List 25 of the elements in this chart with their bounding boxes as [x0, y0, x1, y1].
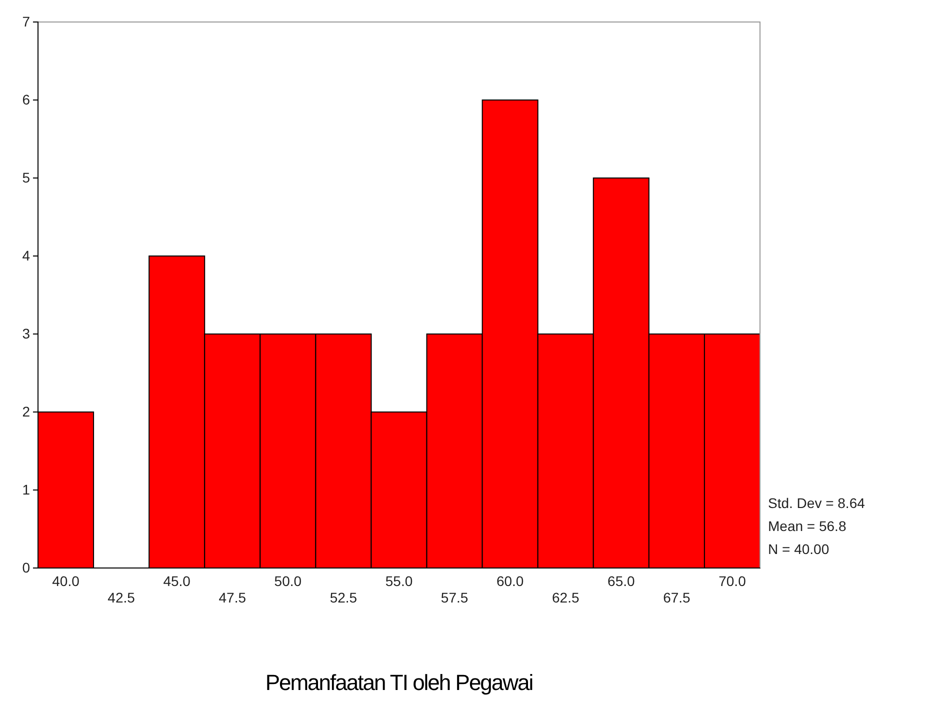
y-tick-label: 5 [22, 169, 30, 186]
x-tick-label: 62.5 [552, 590, 580, 606]
x-tick-label: 57.5 [440, 590, 468, 606]
x-tick-label: 70.0 [718, 572, 746, 589]
y-tick-label: 2 [22, 403, 30, 420]
y-tick-label: 0 [22, 559, 30, 576]
x-tick-label: 52.5 [330, 590, 358, 606]
y-tick-label: 6 [22, 91, 30, 108]
x-tick-label: 60.0 [496, 572, 524, 589]
text: Mean = 56.8 [768, 518, 846, 534]
text: Std. Dev = 8.64 [768, 495, 866, 511]
x-tick-label: 45.0 [163, 572, 191, 589]
y-tick-label: 7 [22, 13, 30, 30]
x-axis-title: Pemanfaatan TI oleh Pegawai [265, 670, 533, 695]
x-tick-label: 47.5 [218, 590, 246, 606]
y-tick-label: 4 [22, 247, 30, 264]
x-tick-label: 67.5 [663, 590, 691, 606]
x-tick-label: 65.0 [608, 572, 635, 589]
x-tick-label: 42.5 [108, 590, 136, 606]
x-tick-label: 50.0 [274, 572, 302, 589]
y-tick-label: 3 [22, 325, 30, 342]
x-tick-label: 55.0 [385, 572, 413, 589]
text: N = 40.00 [768, 541, 830, 557]
y-tick-label: 1 [22, 481, 30, 498]
x-tick-label: 40.0 [52, 572, 80, 589]
